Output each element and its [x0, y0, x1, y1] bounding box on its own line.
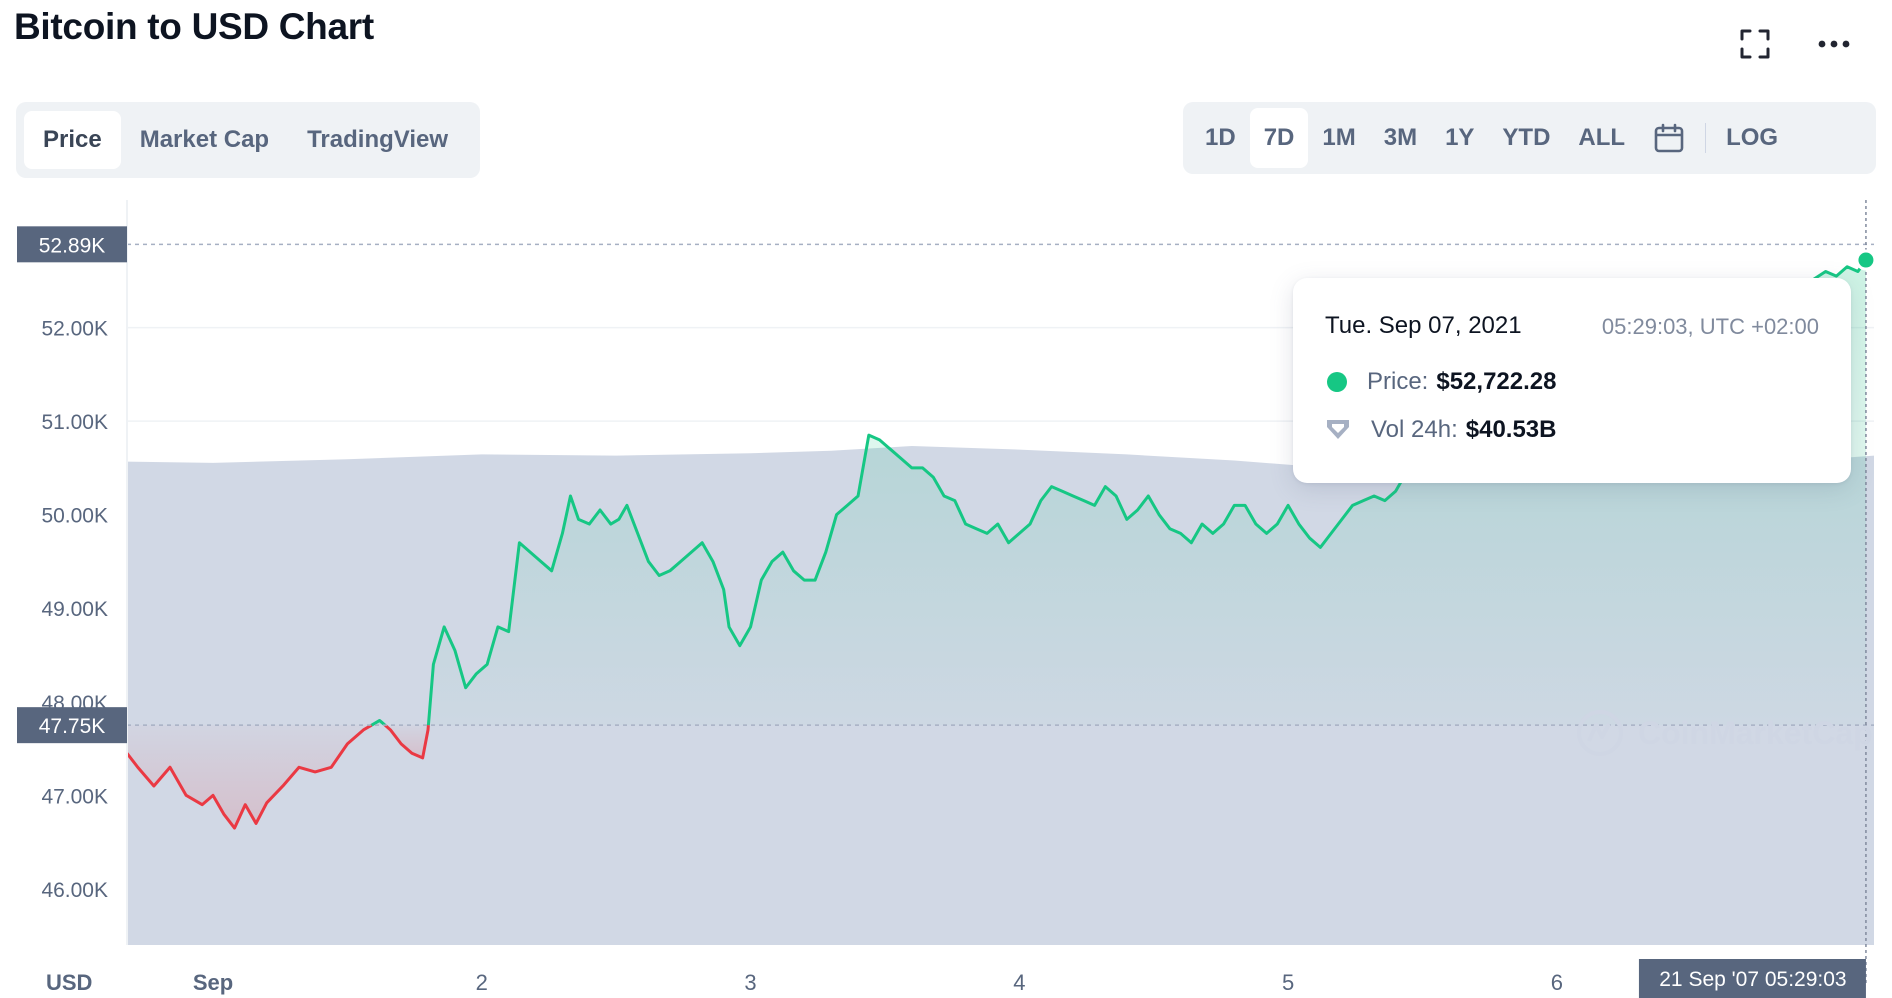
- range-all[interactable]: ALL: [1578, 124, 1626, 151]
- calendar-icon: [1654, 123, 1684, 153]
- volume-icon: [1327, 420, 1349, 439]
- tooltip-volume-row: Vol 24h: $40.53B: [1325, 416, 1557, 444]
- price-area-down: [385, 725, 429, 758]
- y-tick-label: 50.00K: [41, 505, 108, 528]
- x-tick-label: Sep: [193, 970, 233, 995]
- toolbar-divider: [1705, 123, 1707, 153]
- tooltip-time: 05:29:03, UTC +02:00: [1601, 314, 1819, 339]
- tooltip-price-value: $52,722.28: [1436, 368, 1557, 395]
- range-3m[interactable]: 3M: [1383, 124, 1418, 151]
- tooltip-price-label: Price:: [1367, 368, 1429, 395]
- y-tick-label: 49.00K: [41, 598, 108, 621]
- chart-tooltip: Tue. Sep 07, 2021 05:29:03, UTC +02:00 P…: [1293, 278, 1851, 483]
- price-line-up: [370, 718, 387, 727]
- range-ytd[interactable]: YTD: [1502, 124, 1551, 151]
- range-1d[interactable]: 1D: [1205, 124, 1236, 151]
- x-tick-label: 4: [1013, 970, 1025, 995]
- currency-label: USD: [46, 970, 92, 995]
- y-tick-label: 46.00K: [41, 879, 108, 902]
- log-scale-toggle[interactable]: LOG: [1726, 124, 1779, 151]
- page-title: Bitcoin to USD Chart: [14, 6, 374, 47]
- cursor-time-box: [1638, 959, 1866, 998]
- cursor-time-label: 21 Sep '07 05:29:03: [1659, 968, 1846, 991]
- x-tick-label: 3: [744, 970, 756, 995]
- high-price-label: 52.89K: [39, 234, 106, 257]
- date-range-button[interactable]: [1639, 108, 1699, 168]
- tab-price[interactable]: Price: [24, 111, 121, 169]
- y-tick-label: 52.00K: [41, 318, 108, 341]
- more-icon: [1818, 40, 1850, 48]
- reference-price-label: 47.75K: [39, 715, 106, 738]
- y-tick-label: 47.00K: [41, 785, 108, 808]
- price-dot-icon: [1327, 372, 1347, 392]
- range-7d[interactable]: 7D: [1249, 108, 1309, 168]
- watermark-text: CoinMarketCap: [1638, 715, 1873, 751]
- tooltip-date: Tue. Sep 07, 2021: [1325, 312, 1522, 339]
- tab-market-cap[interactable]: Market Cap: [139, 126, 270, 153]
- range-1m[interactable]: 1M: [1322, 124, 1356, 151]
- more-options-button[interactable]: [1812, 22, 1856, 66]
- tab-tradingview[interactable]: TradingView: [307, 126, 449, 153]
- coinmarketcap-logo-mark: [1587, 723, 1611, 742]
- reference-price-box: [17, 707, 127, 744]
- y-tick-label: 51.00K: [41, 411, 108, 434]
- tooltip-volume-value: $40.53B: [1465, 416, 1557, 443]
- price-line-down: [125, 723, 373, 830]
- x-tick-label: 2: [476, 970, 488, 995]
- x-tick-label: 6: [1551, 970, 1563, 995]
- fullscreen-button[interactable]: [1733, 22, 1777, 66]
- coinmarketcap-logo-icon: [1577, 710, 1623, 756]
- chart-type-tabs: Price Market Cap TradingView: [16, 102, 480, 178]
- time-range-selector: 1D 7D 1M 3M 1Y YTD ALL LOG: [1183, 102, 1876, 174]
- high-price-box: [17, 226, 127, 263]
- price-line-down: [384, 724, 430, 760]
- x-tick-label: 5: [1282, 970, 1294, 995]
- price-area-down: [127, 725, 372, 829]
- current-price-dot: [1855, 249, 1877, 271]
- expand-icon: [1740, 29, 1770, 59]
- tooltip-price-row: Price: $52,722.28: [1325, 368, 1556, 396]
- tooltip-volume-label: Vol 24h:: [1371, 416, 1458, 443]
- range-1y[interactable]: 1Y: [1445, 124, 1475, 151]
